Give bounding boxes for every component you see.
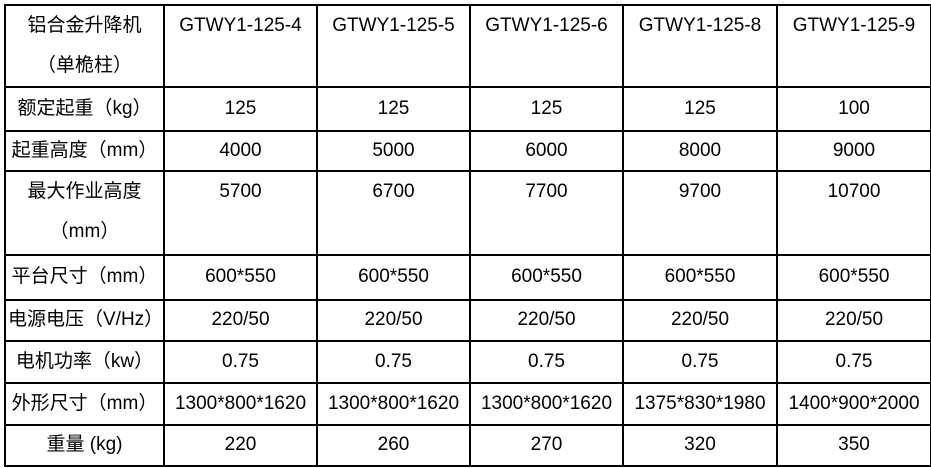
spec-cell: 220/50 bbox=[776, 299, 931, 342]
spec-cell: 270 bbox=[469, 424, 624, 467]
spec-cell: 125 bbox=[163, 86, 318, 132]
table-row-rated-load: 额定起重（kg） 125 125 125 125 100 bbox=[4, 86, 931, 132]
spec-cell: 0.75 bbox=[316, 340, 471, 384]
table-row-overall-size: 外形尺寸（mm） 1300*800*1620 1300*800*1620 130… bbox=[4, 382, 931, 426]
spec-cell: 9700 bbox=[622, 170, 778, 256]
spec-cell: 320 bbox=[622, 424, 778, 467]
table-row-lift-height: 起重高度（mm） 4000 5000 6000 8000 9000 bbox=[4, 130, 931, 172]
spec-cell: 260 bbox=[316, 424, 471, 467]
row-label: 重量 (kg) bbox=[4, 424, 165, 467]
model-header: GTWY1-125-8 bbox=[622, 4, 778, 88]
product-title-line1: 铝合金升降机 bbox=[27, 15, 142, 36]
spec-cell: 6700 bbox=[316, 170, 471, 256]
spec-cell: 5000 bbox=[316, 130, 471, 172]
spec-cell: 10700 bbox=[776, 170, 931, 256]
spec-cell: 4000 bbox=[163, 130, 318, 172]
table-row-weight: 重量 (kg) 220 260 270 320 350 bbox=[4, 424, 931, 467]
spec-cell: 220/50 bbox=[316, 299, 471, 342]
spec-cell: 100 bbox=[776, 86, 931, 132]
lift-spec-table: 铝合金升降机 （单桅柱） GTWY1-125-4 GTWY1-125-5 GTW… bbox=[4, 4, 931, 467]
spec-cell: 125 bbox=[622, 86, 778, 132]
row-label-line2: （mm） bbox=[49, 221, 120, 242]
spec-cell: 1375*830*1980 bbox=[622, 382, 778, 426]
table-row-max-working-height: 最大作业高度 （mm） 5700 6700 7700 9700 10700 bbox=[4, 170, 931, 256]
row-label: 平台尺寸（mm） bbox=[4, 254, 165, 301]
product-title-line2: （单桅柱） bbox=[36, 55, 132, 76]
spec-cell: 1400*900*2000 bbox=[776, 382, 931, 426]
table-row-platform-size: 平台尺寸（mm） 600*550 600*550 600*550 600*550… bbox=[4, 254, 931, 301]
spec-cell: 220/50 bbox=[163, 299, 318, 342]
spec-cell: 220 bbox=[163, 424, 318, 467]
table-row-power-voltage: 电源电压（V/Hz） 220/50 220/50 220/50 220/50 2… bbox=[4, 299, 931, 342]
spec-cell: 1300*800*1620 bbox=[163, 382, 318, 426]
spec-cell: 1300*800*1620 bbox=[469, 382, 624, 426]
spec-cell: 600*550 bbox=[469, 254, 624, 301]
row-label: 最大作业高度 （mm） bbox=[4, 170, 165, 256]
spec-cell: 600*550 bbox=[776, 254, 931, 301]
row-label: 额定起重（kg） bbox=[4, 86, 165, 132]
spec-cell: 5700 bbox=[163, 170, 318, 256]
spec-cell: 600*550 bbox=[316, 254, 471, 301]
product-title-cell: 铝合金升降机 （单桅柱） bbox=[4, 4, 165, 88]
spec-cell: 0.75 bbox=[163, 340, 318, 384]
row-label: 外形尺寸（mm） bbox=[4, 382, 165, 426]
table-header-row: 铝合金升降机 （单桅柱） GTWY1-125-4 GTWY1-125-5 GTW… bbox=[4, 4, 931, 88]
row-label: 电机功率（kw） bbox=[4, 340, 165, 384]
row-label-line1: 最大作业高度 bbox=[27, 181, 142, 202]
spec-cell: 8000 bbox=[622, 130, 778, 172]
spec-cell: 0.75 bbox=[776, 340, 931, 384]
spec-cell: 0.75 bbox=[469, 340, 624, 384]
spec-cell: 600*550 bbox=[622, 254, 778, 301]
model-header: GTWY1-125-4 bbox=[163, 4, 318, 88]
spec-cell: 600*550 bbox=[163, 254, 318, 301]
row-label: 电源电压（V/Hz） bbox=[4, 299, 165, 342]
spec-cell: 220/50 bbox=[622, 299, 778, 342]
spec-cell: 6000 bbox=[469, 130, 624, 172]
model-header: GTWY1-125-5 bbox=[316, 4, 471, 88]
model-header: GTWY1-125-9 bbox=[776, 4, 931, 88]
table-row-motor-power: 电机功率（kw） 0.75 0.75 0.75 0.75 0.75 bbox=[4, 340, 931, 384]
spec-cell: 220/50 bbox=[469, 299, 624, 342]
spec-cell: 1300*800*1620 bbox=[316, 382, 471, 426]
spec-cell: 125 bbox=[469, 86, 624, 132]
spec-cell: 9000 bbox=[776, 130, 931, 172]
model-header: GTWY1-125-6 bbox=[469, 4, 624, 88]
row-label: 起重高度（mm） bbox=[4, 130, 165, 172]
spec-cell: 125 bbox=[316, 86, 471, 132]
spec-cell: 350 bbox=[776, 424, 931, 467]
spec-cell: 0.75 bbox=[622, 340, 778, 384]
spec-cell: 7700 bbox=[469, 170, 624, 256]
